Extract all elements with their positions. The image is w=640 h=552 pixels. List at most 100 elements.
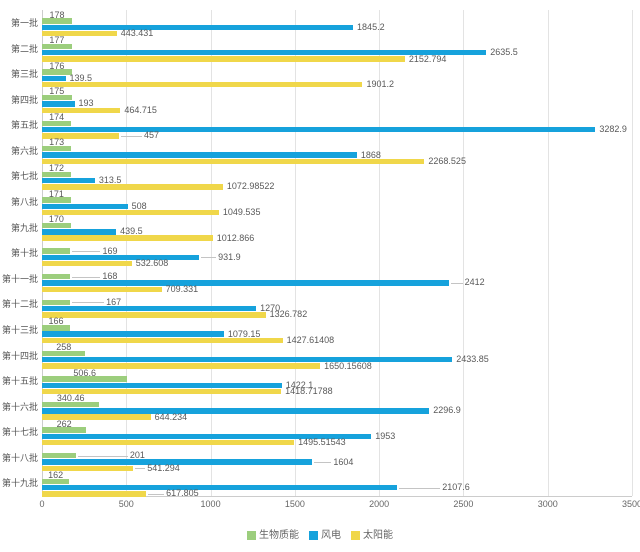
bar-wind[interactable]	[42, 484, 398, 491]
value-label: 617.805	[166, 488, 199, 499]
value-label: 1326.782	[269, 309, 308, 320]
bar-solar[interactable]	[42, 337, 283, 344]
value-label: 172	[48, 162, 64, 173]
bar-wind[interactable]	[42, 331, 224, 337]
bar-biomass[interactable]	[42, 94, 72, 101]
value-label: 1868	[360, 149, 381, 160]
bar-wind[interactable]	[42, 382, 282, 388]
bar-biomass[interactable]	[42, 248, 71, 254]
y-axis-category-label: 第六批	[10, 145, 38, 156]
gridline	[126, 10, 128, 496]
bar-wind[interactable]	[42, 126, 596, 133]
bar-biomass[interactable]	[42, 299, 71, 305]
bar-biomass[interactable]	[42, 453, 76, 459]
gridline	[294, 10, 296, 496]
value-label: 439.5	[120, 226, 143, 237]
bar-biomass[interactable]	[42, 197, 71, 203]
bar-wind[interactable]	[42, 459, 313, 465]
bar-wind[interactable]	[42, 203, 128, 209]
bar-wind[interactable]	[42, 101, 75, 107]
bar-biomass[interactable]	[42, 171, 71, 178]
bar-solar[interactable]	[42, 158, 425, 165]
bar-wind[interactable]	[42, 280, 449, 286]
value-label: 541.294	[147, 462, 180, 473]
bar-biomass[interactable]	[42, 120, 72, 126]
label-leader-line	[135, 468, 146, 470]
bar-wind[interactable]	[42, 433, 372, 440]
bar-wind[interactable]	[42, 305, 257, 312]
bar-biomass[interactable]	[42, 273, 71, 280]
bar-wind[interactable]	[42, 50, 487, 56]
value-label: 1418.71788	[285, 386, 333, 397]
bar-solar[interactable]	[42, 312, 266, 318]
legend-swatch-icon	[309, 531, 318, 540]
bar-biomass[interactable]	[42, 427, 87, 433]
value-label: 176	[49, 60, 65, 71]
bar-solar[interactable]	[42, 209, 219, 216]
legend-item-wind[interactable]: 风电	[309, 530, 341, 541]
bar-biomass[interactable]	[42, 69, 72, 75]
y-axis-category-label: 第十九批	[1, 478, 38, 489]
y-axis-category-label: 第十三批	[1, 324, 38, 335]
y-axis-category-label: 第三批	[10, 69, 38, 80]
bar-biomass[interactable]	[42, 478, 70, 484]
label-leader-line	[148, 493, 165, 495]
value-label: 1079.15	[227, 328, 261, 339]
bar-solar[interactable]	[42, 261, 132, 267]
legend-item-biomass[interactable]: 生物质能	[247, 530, 299, 541]
bar-solar[interactable]	[42, 363, 321, 369]
bar-biomass[interactable]	[42, 350, 86, 357]
bar-solar[interactable]	[42, 286, 162, 292]
value-label: 1270	[260, 303, 281, 314]
label-leader-line	[121, 135, 143, 137]
bar-solar[interactable]	[42, 184, 223, 190]
value-label: 1072.98522	[226, 181, 275, 192]
bar-wind[interactable]	[42, 75, 66, 82]
value-label: 2412	[464, 277, 485, 288]
y-axis-category-label: 第五批	[10, 120, 38, 131]
bar-biomass[interactable]	[42, 376, 128, 382]
value-label: 464.715	[124, 104, 157, 115]
value-label: 508	[131, 200, 147, 211]
bar-wind[interactable]	[42, 408, 430, 414]
value-label: 1604	[333, 456, 354, 467]
bar-solar[interactable]	[42, 81, 363, 88]
bar-solar[interactable]	[42, 30, 117, 37]
y-axis-category-label: 第十二批	[1, 299, 38, 310]
value-label: 1049.535	[222, 207, 261, 218]
y-axis-category-label: 第七批	[10, 171, 38, 182]
bar-biomass[interactable]	[42, 43, 72, 50]
legend-item-solar[interactable]: 太阳能	[351, 530, 393, 541]
bar-biomass[interactable]	[42, 18, 72, 24]
x-axis-tick-label: 1000	[200, 499, 221, 509]
bar-solar[interactable]	[42, 56, 405, 62]
bar-wind[interactable]	[42, 229, 117, 235]
bar-solar[interactable]	[42, 388, 282, 395]
value-label: 193	[78, 98, 94, 109]
bar-solar[interactable]	[42, 440, 295, 446]
bar-wind[interactable]	[42, 24, 354, 30]
value-label: 1495.51543	[298, 437, 346, 448]
gridline	[632, 10, 633, 496]
bar-solar[interactable]	[42, 133, 120, 139]
value-label: 1650.15608	[324, 360, 372, 371]
value-label: 2268.525	[428, 155, 466, 166]
bar-wind[interactable]	[42, 254, 200, 261]
bar-biomass[interactable]	[42, 325, 70, 331]
bar-solar[interactable]	[42, 414, 151, 420]
bar-solar[interactable]	[42, 465, 134, 472]
bar-wind[interactable]	[42, 152, 357, 158]
legend-swatch-icon	[351, 531, 360, 540]
bar-solar[interactable]	[42, 107, 121, 113]
gridline	[210, 10, 212, 496]
bar-wind[interactable]	[42, 177, 95, 184]
bar-biomass[interactable]	[42, 146, 72, 152]
bar-wind[interactable]	[42, 357, 453, 363]
value-label: 3282.9	[599, 124, 627, 135]
label-leader-line	[399, 487, 441, 489]
bar-biomass[interactable]	[42, 401, 100, 408]
bar-biomass[interactable]	[42, 222, 71, 229]
value-label: 175	[49, 86, 65, 97]
bar-solar[interactable]	[42, 491, 147, 497]
bar-solar[interactable]	[42, 235, 213, 241]
